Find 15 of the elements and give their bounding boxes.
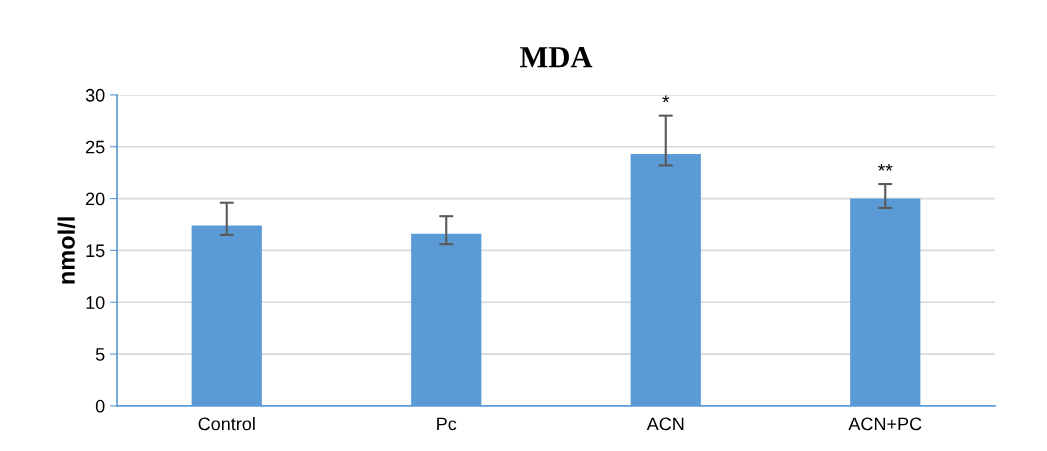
x-tick-label: ACN+PC (848, 417, 922, 431)
y-tick-label: 15 (86, 244, 105, 258)
y-tick-label: 5 (95, 348, 105, 361)
annotation: ** (877, 163, 893, 171)
y-tick-label: 25 (86, 140, 105, 154)
y-tick-label: 20 (86, 192, 105, 206)
x-tick-label: Control (198, 417, 255, 431)
y-tick-label: 30 (85, 88, 105, 102)
annotation: * (662, 95, 670, 103)
x-tick-label: ACN (646, 417, 684, 431)
y-tick-label: 10 (86, 296, 105, 309)
y-axis-title: nmol/l (57, 217, 76, 284)
y-tick-label: 0 (95, 399, 105, 413)
x-tick-label: Pc (437, 417, 457, 431)
chart-title: MDA (520, 46, 593, 68)
